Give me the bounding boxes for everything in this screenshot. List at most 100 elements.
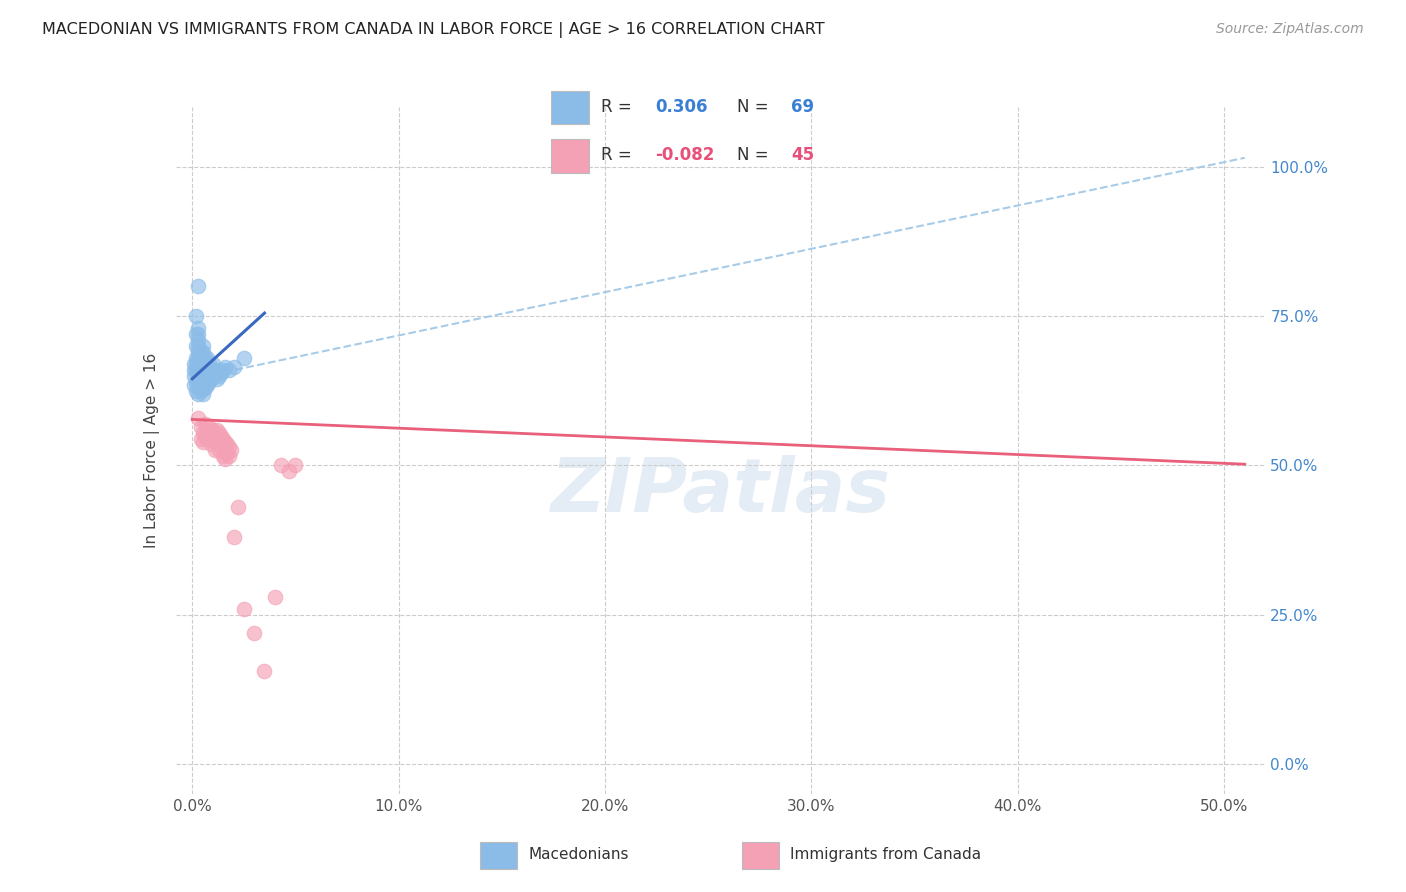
Point: [190, 375, 212, 389]
Point: [186, 326, 208, 341]
Point: [214, 359, 236, 374]
Point: [201, 368, 224, 383]
Point: [187, 339, 209, 353]
Text: MACEDONIAN VS IMMIGRANTS FROM CANADA IN LABOR FORCE | AGE > 16 CORRELATION CHART: MACEDONIAN VS IMMIGRANTS FROM CANADA IN …: [42, 22, 825, 38]
Point: [191, 357, 214, 371]
Point: [197, 428, 219, 442]
Point: [183, 357, 205, 371]
Point: [187, 363, 209, 377]
Point: [253, 665, 276, 679]
Point: [183, 363, 205, 377]
Point: [183, 377, 205, 392]
Point: [191, 434, 214, 449]
Point: [195, 432, 218, 446]
Point: [194, 417, 217, 431]
Point: [186, 384, 208, 398]
Point: [209, 366, 232, 380]
Point: [194, 351, 217, 365]
Text: R =: R =: [602, 146, 633, 164]
Point: [187, 357, 209, 371]
Point: [205, 423, 228, 437]
Point: [218, 450, 240, 464]
Point: [212, 441, 235, 455]
Point: [204, 366, 226, 380]
Point: [194, 372, 217, 386]
Point: [217, 437, 239, 451]
Text: 69: 69: [792, 98, 814, 116]
Point: [200, 437, 222, 451]
Point: [204, 425, 226, 440]
Point: [195, 423, 218, 437]
Text: -0.082: -0.082: [655, 146, 714, 164]
Point: [200, 372, 222, 386]
Point: [195, 377, 218, 392]
Point: [212, 450, 235, 464]
Point: [187, 386, 209, 401]
FancyBboxPatch shape: [551, 139, 589, 173]
Point: [221, 443, 243, 458]
Point: [187, 279, 209, 293]
Point: [217, 446, 239, 460]
Point: [218, 363, 240, 377]
Text: Macedonians: Macedonians: [529, 847, 628, 862]
Point: [191, 381, 214, 395]
Point: [204, 434, 226, 449]
Point: [187, 351, 209, 365]
Point: [201, 363, 224, 377]
Point: [183, 368, 205, 383]
Point: [187, 333, 209, 347]
Point: [197, 375, 219, 389]
Point: [186, 351, 208, 365]
Point: [190, 419, 212, 434]
Point: [194, 363, 217, 377]
Point: [194, 357, 217, 371]
Text: N =: N =: [738, 146, 769, 164]
Point: [226, 500, 249, 515]
Point: [191, 425, 214, 440]
Point: [200, 363, 222, 377]
Point: [197, 357, 219, 371]
Text: Immigrants from Canada: Immigrants from Canada: [790, 847, 981, 862]
Point: [201, 423, 224, 437]
Point: [205, 363, 228, 377]
Point: [191, 351, 214, 365]
Point: [209, 437, 232, 451]
Point: [222, 530, 245, 544]
Text: Source: ZipAtlas.com: Source: ZipAtlas.com: [1216, 22, 1364, 37]
Point: [191, 339, 214, 353]
FancyBboxPatch shape: [479, 842, 517, 869]
Point: [195, 351, 218, 365]
Point: [212, 432, 235, 446]
Point: [214, 443, 236, 458]
Point: [204, 443, 226, 458]
Text: 0.306: 0.306: [655, 98, 707, 116]
Point: [187, 368, 209, 383]
Point: [214, 434, 236, 449]
Text: N =: N =: [738, 98, 769, 116]
Point: [208, 425, 231, 440]
Point: [191, 359, 214, 374]
Point: [209, 428, 232, 442]
Point: [270, 458, 292, 473]
Point: [201, 357, 224, 371]
Point: [222, 359, 245, 374]
Point: [212, 363, 235, 377]
Point: [205, 372, 228, 386]
Point: [214, 452, 236, 467]
Point: [232, 351, 254, 365]
Point: [187, 375, 209, 389]
Point: [218, 441, 240, 455]
Text: ZIPatlas: ZIPatlas: [551, 455, 890, 528]
Text: 45: 45: [792, 146, 814, 164]
Point: [190, 384, 212, 398]
Point: [278, 464, 301, 478]
Point: [194, 428, 217, 442]
Point: [187, 326, 209, 341]
Point: [186, 339, 208, 353]
Point: [201, 432, 224, 446]
Point: [190, 351, 212, 365]
Point: [200, 425, 222, 440]
Point: [190, 366, 212, 380]
Point: [243, 625, 266, 640]
Point: [191, 363, 214, 377]
